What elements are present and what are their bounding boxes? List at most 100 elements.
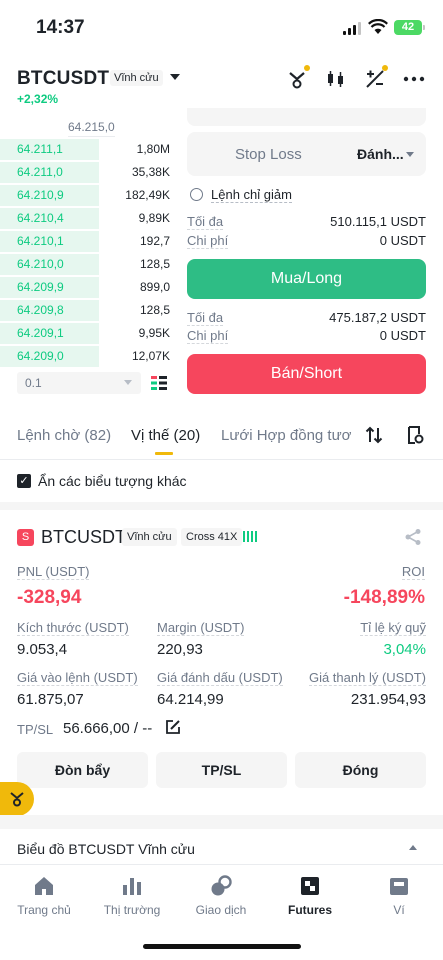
nav-trade[interactable]: Giao dịch (177, 875, 265, 917)
mark-price-label: Giá đánh dấu (USDT) (157, 670, 283, 686)
depth-bar (0, 346, 99, 367)
chevron-down-icon (124, 380, 132, 385)
orderbook-price: 64.210,0 (17, 257, 64, 271)
short-cost-value: 0 USDT (379, 328, 426, 343)
stop-loss-input[interactable]: Stop Loss Đánh... (187, 132, 426, 176)
long-cost-value: 0 USDT (379, 233, 426, 248)
orderbook-price: 64.210,1 (17, 234, 64, 248)
price-input[interactable] (187, 108, 426, 126)
orderbook-qty: 192,7 (139, 234, 170, 248)
long-max-value: 510.115,1 USDT (330, 214, 426, 229)
short-cost-label: Chi phí (187, 328, 229, 344)
tpsl-button[interactable]: TP/SL (156, 752, 287, 788)
nav-markets[interactable]: Thị trường (88, 875, 176, 917)
pnl-label: PNL (USDT) (17, 564, 90, 580)
tab-open-orders[interactable]: Lệnh chờ (82) (17, 427, 112, 444)
tpsl-label: TP/SL (17, 722, 54, 737)
long-max-label: Tối đa (187, 214, 224, 230)
orderbook-row[interactable]: 64.209,9 899,0 (0, 276, 180, 299)
orderbook-qty: 182,49K (125, 188, 170, 202)
stop-loss-unit[interactable]: Đánh... (357, 146, 404, 162)
orderbook-row[interactable]: 64.209,0 12,07K (0, 345, 180, 368)
orderbook-row[interactable]: 64.210,9 182,49K (0, 184, 180, 207)
orderbook-price: 64.209,1 (17, 326, 64, 340)
sell-short-button[interactable]: Bán/Short (187, 354, 426, 394)
liq-price-label: Giá thanh lý (USDT) (308, 670, 426, 686)
roi-value: -148,89% (343, 587, 425, 608)
assistant-float-button[interactable] (0, 782, 34, 816)
orderbook-price: 64.210,4 (17, 211, 64, 225)
depth-bar (0, 323, 99, 344)
liq-price-value: 231.954,93 (350, 691, 426, 708)
orderbook-row[interactable]: 64.210,0 128,5 (0, 253, 180, 276)
hide-other-symbols-checkbox[interactable]: ✓ (17, 474, 31, 488)
mascot-icon[interactable] (286, 68, 308, 90)
position-symbol[interactable]: BTCUSDT (41, 527, 126, 547)
chart-section-toggle[interactable]: Biểu đồ BTCUSDT Vĩnh cửu (17, 841, 195, 857)
notification-dot (304, 65, 310, 71)
hide-other-symbols-label[interactable]: Ẩn các biểu tượng khác (38, 473, 187, 489)
section-divider (0, 815, 443, 829)
pair-title[interactable]: BTCUSDT (17, 68, 110, 89)
orderbook-row[interactable]: 64.209,8 128,5 (0, 299, 180, 322)
nav-markets-label: Thị trường (103, 903, 161, 917)
depth-step-value: 0.1 (25, 376, 42, 390)
active-tab-indicator (155, 452, 173, 455)
mascot-icon (10, 792, 24, 807)
orderbook-qty: 9,95K (138, 326, 170, 340)
orderbook-qty: 9,89K (138, 211, 170, 225)
orderbook-price: 64.209,0 (17, 349, 64, 363)
orderbook-mid-price: 64.215,0 (68, 120, 115, 137)
more-icon[interactable] (403, 68, 425, 90)
orderbook-row[interactable]: 64.210,4 9,89K (0, 207, 180, 230)
share-icon[interactable] (404, 528, 422, 546)
orderbook-price: 64.209,9 (17, 280, 64, 294)
tab-grid[interactable]: Lưới Hợp đồng tươ (221, 427, 352, 444)
nav-futures-label: Futures (287, 903, 332, 917)
depth-bar (0, 185, 99, 206)
history-icon[interactable] (406, 426, 424, 444)
margin-label: Margin (USDT) (157, 620, 245, 636)
chevron-up-icon[interactable] (409, 845, 417, 850)
nav-wallet-label: Ví (393, 903, 405, 917)
nav-futures[interactable]: Futures (266, 875, 354, 917)
roi-label: ROI (401, 564, 425, 580)
orderbook-row[interactable]: 64.211,1 1,80M (0, 138, 180, 161)
orderbook-qty: 35,38K (131, 165, 170, 179)
price-change: +2,32% (17, 92, 59, 106)
bar-chart-icon (123, 878, 141, 895)
calculator-icon[interactable] (364, 68, 386, 90)
position-side-badge: S (17, 529, 34, 546)
margin-mode-badge[interactable]: Cross 41X (181, 528, 243, 546)
reduce-only-radio[interactable] (190, 188, 203, 201)
edit-icon[interactable] (166, 720, 180, 734)
orderbook-qty: 128,5 (139, 303, 170, 317)
tab-positions[interactable]: Vị thế (20) (131, 427, 201, 444)
buy-long-button[interactable]: Mua/Long (187, 259, 426, 299)
position-contract-type: Vĩnh cửu (122, 528, 177, 546)
futures-icon (301, 877, 319, 895)
leverage-button[interactable]: Đòn bẩy (17, 752, 148, 788)
home-indicator (143, 944, 301, 949)
nav-wallet[interactable]: Ví (355, 875, 443, 917)
orderbook-qty: 12,07K (131, 349, 170, 363)
depth-step-select[interactable]: 0.1 (17, 372, 141, 394)
orderbook-mode-icon[interactable] (151, 375, 167, 391)
depth-bar (0, 300, 99, 321)
candlestick-chart-icon[interactable] (325, 68, 347, 90)
sort-icon[interactable] (365, 426, 383, 444)
depth-bar (0, 254, 99, 275)
orderbook-qty: 899,0 (139, 280, 170, 294)
reduce-only-label[interactable]: Lệnh chỉ giảm (211, 187, 292, 203)
pair-dropdown-icon[interactable] (170, 74, 180, 80)
pnl-value: -328,94 (17, 587, 82, 608)
close-position-button[interactable]: Đóng (295, 752, 426, 788)
depth-bar (0, 139, 99, 160)
orderbook-price: 64.210,9 (17, 188, 64, 202)
orderbook-price: 64.211,1 (17, 142, 63, 156)
orderbook-row[interactable]: 64.210,1 192,7 (0, 230, 180, 253)
orderbook-row[interactable]: 64.211,0 35,38K (0, 161, 180, 184)
nav-home[interactable]: Trang chủ (0, 875, 88, 917)
orderbook-row[interactable]: 64.209,1 9,95K (0, 322, 180, 345)
long-cost-label: Chi phí (187, 233, 229, 249)
